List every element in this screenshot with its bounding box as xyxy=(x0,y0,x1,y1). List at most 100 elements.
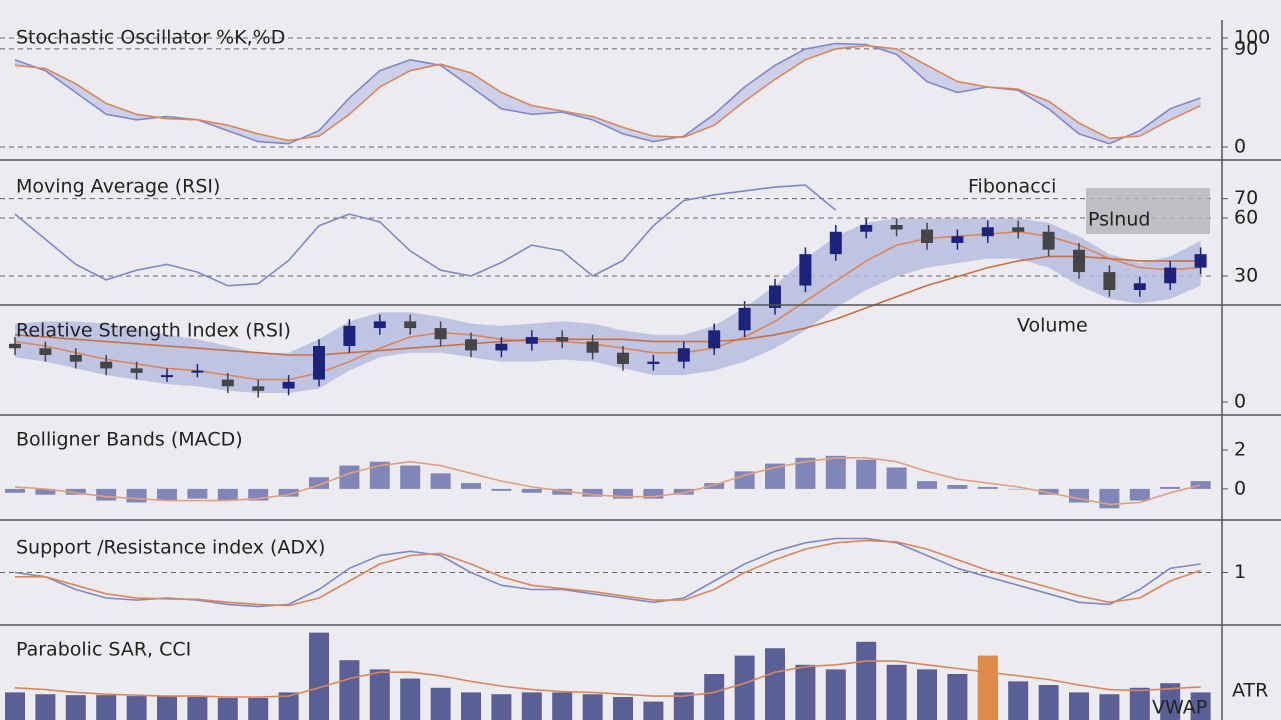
bar xyxy=(217,488,238,501)
candle-body xyxy=(799,254,812,286)
candle-body xyxy=(9,343,21,349)
candle-body xyxy=(1073,249,1085,273)
bar xyxy=(917,669,937,720)
panel-title: Bolligner Bands (MACD) xyxy=(16,429,243,451)
bar xyxy=(825,669,846,720)
panel-title: Support /Resistance index (ADX) xyxy=(16,537,325,559)
bar xyxy=(491,488,512,491)
bar xyxy=(1069,692,1089,720)
bar xyxy=(369,669,390,720)
candle-body xyxy=(921,229,933,243)
candle-body xyxy=(708,330,721,349)
bar xyxy=(157,488,177,501)
annotation: Pslnud xyxy=(1088,209,1150,231)
bar xyxy=(339,660,360,720)
bar xyxy=(65,695,86,720)
bar xyxy=(400,678,421,720)
bar xyxy=(1099,694,1120,720)
bar xyxy=(704,483,725,489)
line-series xyxy=(14,231,1201,381)
bar xyxy=(886,664,907,720)
bar xyxy=(278,488,299,497)
candle-body xyxy=(1164,267,1177,284)
axis-label: ATR xyxy=(1232,680,1268,702)
bar xyxy=(521,488,542,493)
candle-body xyxy=(738,307,751,331)
bar xyxy=(613,488,633,499)
candle-body xyxy=(221,379,234,387)
bar xyxy=(309,632,329,720)
bar xyxy=(521,692,542,720)
y-tick-label: 0 xyxy=(1234,477,1246,499)
bar xyxy=(765,463,785,489)
candle-body xyxy=(890,225,903,230)
candle-body xyxy=(1103,272,1116,290)
candle-body xyxy=(647,361,660,364)
bar xyxy=(369,461,390,489)
bar xyxy=(947,674,968,720)
candle-body xyxy=(860,225,873,232)
line-series xyxy=(14,255,1201,356)
bar xyxy=(1129,488,1150,501)
line-series xyxy=(15,539,1201,607)
candle-body xyxy=(586,341,599,353)
annotation: Fibonacci xyxy=(968,176,1056,198)
candle-body xyxy=(525,337,538,344)
bar xyxy=(795,664,816,720)
bar xyxy=(673,488,694,495)
bar xyxy=(309,477,329,489)
bar xyxy=(795,457,816,489)
candle-body xyxy=(434,328,447,340)
candle-body xyxy=(1194,254,1207,268)
panel-title: Moving Average (RSI) xyxy=(16,176,220,198)
bar xyxy=(491,694,512,720)
y-tick-label: 0 xyxy=(1234,391,1246,413)
bar xyxy=(1160,486,1181,489)
candle-body xyxy=(39,348,52,355)
bar xyxy=(704,674,725,720)
bar xyxy=(339,465,360,489)
bar xyxy=(65,488,86,495)
candle-body xyxy=(191,370,204,373)
bar xyxy=(552,692,573,720)
bar xyxy=(187,488,208,499)
bar xyxy=(734,655,755,720)
bar xyxy=(825,455,846,489)
bar xyxy=(552,488,573,495)
y-tick-label: 100 xyxy=(1234,27,1270,49)
bar xyxy=(35,488,56,495)
bar xyxy=(126,696,147,720)
bar xyxy=(856,641,877,720)
candle-body xyxy=(677,348,690,362)
candle-body xyxy=(1042,231,1055,250)
candle-body xyxy=(69,354,82,362)
bar xyxy=(886,467,907,489)
bar xyxy=(1099,488,1120,509)
bar xyxy=(643,701,664,720)
bar xyxy=(5,692,25,720)
annotation: VWAP xyxy=(1152,697,1207,719)
bar xyxy=(278,692,299,720)
y-tick-label: 1 xyxy=(1234,561,1246,583)
annotation: Volume xyxy=(1017,315,1088,337)
bar xyxy=(1038,488,1059,495)
bar xyxy=(461,692,481,720)
panel-title: Stochastic Oscillator %K,%D xyxy=(16,27,285,49)
y-tick-label: 0 xyxy=(1234,136,1246,158)
bar xyxy=(96,488,117,501)
bar xyxy=(96,695,117,720)
label-box xyxy=(1086,188,1210,234)
bar xyxy=(217,697,238,720)
line-series xyxy=(14,660,1201,698)
bar xyxy=(157,696,177,720)
bar xyxy=(613,697,633,720)
y-tick-label: 2 xyxy=(1234,439,1246,461)
bar xyxy=(430,687,451,720)
bar xyxy=(582,694,603,720)
candle-body xyxy=(130,368,143,373)
line-series xyxy=(14,184,837,287)
bar xyxy=(1160,683,1181,720)
line-series xyxy=(14,537,1201,608)
y-tick-label: 30 xyxy=(1234,265,1258,287)
